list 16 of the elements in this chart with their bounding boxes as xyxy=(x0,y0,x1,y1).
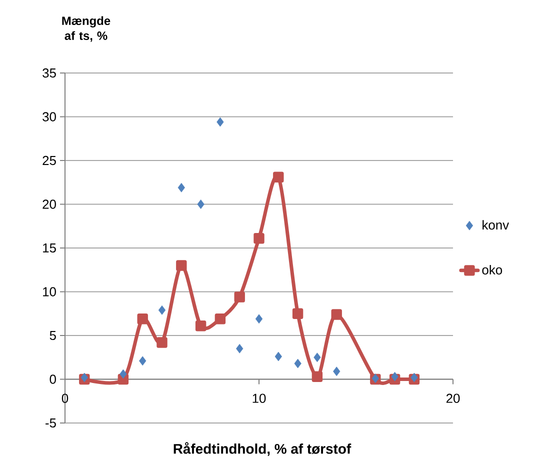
y-tick-label: 25 xyxy=(42,156,56,166)
x-axis-title: Råfedtindhold, % af tørstof xyxy=(174,442,352,456)
y-tick-label: 5 xyxy=(50,330,56,340)
y-tick-label: -5 xyxy=(46,418,56,428)
y-axis-title: Mængde af ts, % xyxy=(62,16,110,42)
x-tick-label: 20 xyxy=(446,394,460,403)
legend-label: oko xyxy=(482,264,502,274)
y-tick-label: 15 xyxy=(43,243,56,253)
x-tick-label: 10 xyxy=(252,394,266,403)
y-tick-label: 0 xyxy=(50,374,56,384)
legend-label: konv xyxy=(482,220,510,230)
y-tick-label: 10 xyxy=(43,287,56,296)
y-tick-label: 20 xyxy=(42,200,56,209)
x-tick-label: 0 xyxy=(62,394,68,403)
y-tick-label: 35 xyxy=(42,68,56,78)
y-tick-label: 30 xyxy=(42,112,56,122)
